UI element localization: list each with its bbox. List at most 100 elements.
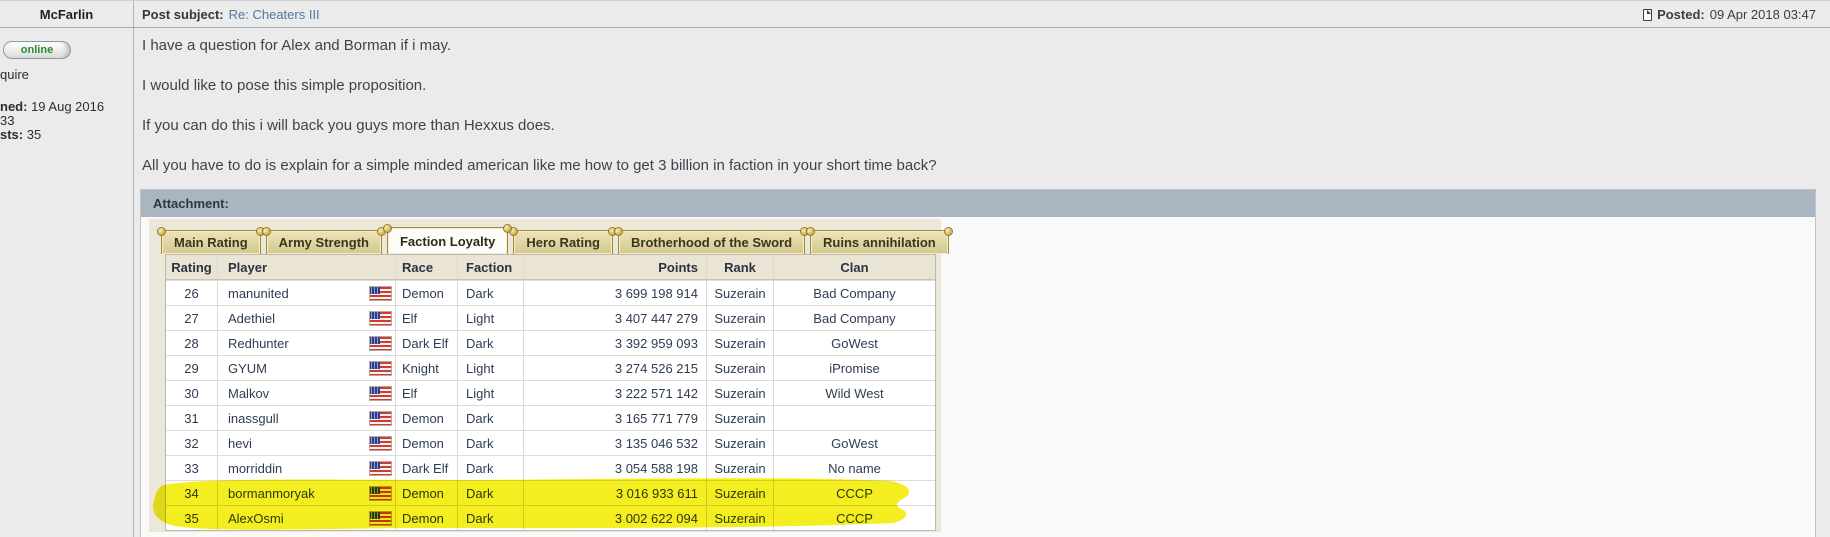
cell-faction: Dark — [458, 406, 524, 430]
posted-label: Posted: — [1657, 7, 1705, 22]
tab-army-strength: Army Strength — [262, 228, 386, 254]
post-author: McFarlin — [0, 1, 134, 27]
table-row: 29 GYUM Knight Light 3 274 526 215 Suzer… — [166, 355, 935, 380]
us-flag-icon — [370, 411, 391, 425]
cell-race: Demon — [396, 406, 458, 430]
table-row: 32 hevi Demon Dark 3 135 046 532 Suzerai… — [166, 430, 935, 455]
post-subject-row: Post subject: Re: Cheaters III Posted: 0… — [134, 1, 1830, 27]
poster-joined-wrap: 33 — [0, 113, 15, 128]
cell-player: Malkov — [218, 381, 396, 405]
us-flag-icon — [370, 436, 391, 450]
post-paragraph: I would like to pose this simple proposi… — [142, 77, 427, 94]
cell-rank: Rank — [707, 255, 774, 279]
cell-rank: Suzerain — [707, 331, 774, 355]
us-flag-icon — [370, 461, 391, 475]
cell-clan: CCCP — [836, 510, 873, 526]
cell-faction: Dark — [458, 481, 524, 505]
cell-rating: 26 — [166, 281, 218, 305]
post-body: I have a question for Alex and Borman if… — [134, 28, 1830, 537]
player-name: Redhunter — [228, 335, 289, 351]
online-status-badge: online — [3, 41, 71, 59]
cell-player: hevi — [218, 431, 396, 455]
cell-points: 3 016 933 611 — [524, 481, 707, 505]
cell-clan: Clan — [840, 259, 869, 275]
post-header-row: McFarlin Post subject: Re: Cheaters III … — [0, 1, 1830, 28]
table-row: 27 Adethiel Elf Light 3 407 447 279 Suze… — [166, 305, 935, 330]
cell-race: Race — [396, 255, 458, 279]
player-name: morriddin — [228, 460, 283, 476]
cell-clan: GoWest — [831, 335, 878, 351]
rating-table: Rating Player Race Faction Points Rank C… — [165, 254, 936, 531]
attachment-box: Attachment: Main Rating Army Strength Fact… — [140, 189, 1816, 537]
cell-player: manunited — [218, 281, 396, 305]
cell-race: Dark Elf — [396, 456, 458, 480]
cell-points: 3 165 771 779 — [524, 406, 707, 430]
attached-rating-screenshot[interactable]: Main Rating Army Strength Faction Loyalty H… — [149, 219, 952, 532]
cell-race: Dark Elf — [396, 331, 458, 355]
cell-player: morriddin — [218, 456, 396, 480]
us-flag-icon — [370, 511, 391, 525]
posted-info: Posted: 09 Apr 2018 03:47 — [1643, 1, 1816, 28]
post-page-icon — [1643, 8, 1653, 21]
cell-faction: Faction — [458, 255, 524, 279]
cell-rank: Suzerain — [707, 306, 774, 330]
cell-faction: Dark — [458, 431, 524, 455]
us-flag-icon — [370, 361, 391, 375]
cell-points: 3 002 622 094 — [524, 506, 707, 530]
cell-race: Demon — [396, 431, 458, 455]
table-row: 34 bormanmoryak Demon Dark 3 016 933 611… — [166, 480, 935, 505]
cell-race: Elf — [396, 381, 458, 405]
table-row: 30 Malkov Elf Light 3 222 571 142 Suzera… — [166, 380, 935, 405]
post-subject-label: Post subject: — [142, 6, 224, 22]
table-header-row: Rating Player Race Faction Points Rank C… — [166, 255, 935, 280]
cell-clan: iPromise — [829, 360, 880, 376]
cell-faction: Dark — [458, 281, 524, 305]
cell-points: 3 135 046 532 — [524, 431, 707, 455]
cell-clan: CCCP — [836, 485, 873, 501]
cell-rank: Suzerain — [707, 431, 774, 455]
cell-faction: Dark — [458, 456, 524, 480]
tab-brotherhood-of-the-sword: Brotherhood of the Sword — [614, 228, 809, 254]
poster-posts-line: sts: 35 — [0, 127, 42, 142]
poster-joined-line: ned: 19 Aug 2016 — [0, 99, 105, 114]
table-row: 31 inassgull Demon Dark 3 165 771 779 Su… — [166, 405, 935, 430]
cell-points: 3 054 588 198 — [524, 456, 707, 480]
cell-rating: 30 — [166, 381, 218, 405]
player-name: AlexOsmi — [228, 510, 284, 526]
player-name: hevi — [228, 435, 252, 451]
cell-player: GYUM — [218, 356, 396, 380]
cell-rank: Suzerain — [707, 381, 774, 405]
cell-rank: Suzerain — [707, 481, 774, 505]
cell-rating: 32 — [166, 431, 218, 455]
player-name: Player — [228, 259, 268, 275]
post-subject-link[interactable]: Re: Cheaters III — [228, 6, 320, 22]
post-paragraph: If you can do this i will back you guys … — [142, 117, 555, 134]
cell-rank: Suzerain — [707, 281, 774, 305]
player-name: inassgull — [228, 410, 279, 426]
attachment-header: Attachment: — [141, 190, 1815, 217]
table-row: 35 AlexOsmi Demon Dark 3 002 622 094 Suz… — [166, 505, 935, 530]
cell-clan: No name — [828, 460, 881, 476]
cell-race: Elf — [396, 306, 458, 330]
cell-rating: 27 — [166, 306, 218, 330]
post-paragraph: All you have to do is explain for a simp… — [142, 157, 937, 174]
cell-points: 3 407 447 279 — [524, 306, 707, 330]
cell-rank: Suzerain — [707, 356, 774, 380]
player-name: GYUM — [228, 360, 267, 376]
us-flag-icon — [370, 311, 391, 325]
table-row: 33 morriddin Dark Elf Dark 3 054 588 198… — [166, 455, 935, 480]
player-name: manunited — [228, 285, 289, 301]
us-flag-icon — [370, 386, 391, 400]
cell-race: Knight — [396, 356, 458, 380]
cell-rating: 28 — [166, 331, 218, 355]
cell-rating: 33 — [166, 456, 218, 480]
poster-profile-sidebar: online quire ned: 19 Aug 2016 33 sts: 35 — [0, 28, 134, 537]
cell-rating: 34 — [166, 481, 218, 505]
tab-hero-rating: Hero Rating — [510, 228, 616, 254]
cell-rating: 31 — [166, 406, 218, 430]
player-name: Adethiel — [228, 310, 275, 326]
us-flag-icon — [370, 486, 391, 500]
post-paragraph: I have a question for Alex and Borman if… — [142, 37, 452, 54]
rating-tab-bar: Main Rating Army Strength Faction Loyalty H… — [158, 225, 952, 254]
